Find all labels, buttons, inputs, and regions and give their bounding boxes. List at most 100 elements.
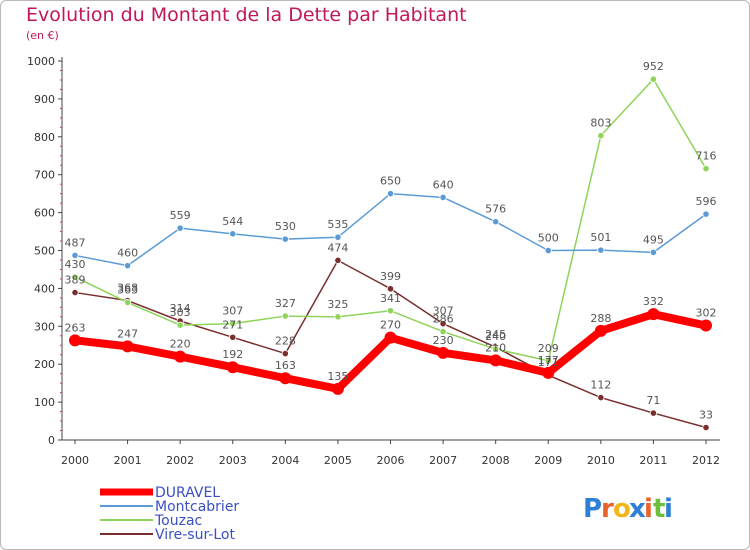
data-point [489, 354, 502, 367]
data-label: 209 [538, 342, 559, 355]
data-point [492, 218, 500, 226]
x-tick-label: 2006 [377, 454, 405, 467]
data-point [700, 319, 712, 332]
data-label: 501 [590, 231, 611, 244]
x-tick-label: 2012 [692, 454, 720, 467]
data-point [229, 230, 237, 238]
data-label: 247 [117, 327, 138, 340]
data-point [492, 345, 500, 353]
data-point [334, 313, 342, 321]
data-point [649, 248, 658, 256]
y-tick-label: 700 [34, 169, 55, 182]
data-label: 325 [327, 298, 348, 311]
logo-letter: r [601, 494, 614, 524]
data-label: 314 [170, 302, 191, 315]
data-point [702, 165, 710, 173]
data-label: 368 [117, 282, 138, 295]
y-tick-label: 800 [34, 131, 55, 144]
y-tick-label: 400 [34, 282, 55, 295]
data-point [174, 350, 187, 363]
proxiti-logo: Pr oxi ti [583, 494, 673, 524]
x-tick-label: 2004 [271, 454, 299, 467]
data-label: 220 [170, 338, 191, 351]
data-point [281, 312, 289, 320]
data-point [281, 235, 289, 243]
y-tick-label: 1000 [27, 55, 55, 68]
data-label: 163 [275, 359, 296, 372]
data-point [226, 361, 239, 374]
data-label: 716 [696, 150, 717, 163]
data-label: 640 [433, 178, 454, 191]
data-point [334, 256, 342, 264]
data-point [123, 262, 132, 270]
data-labels-layer: 263 247 220 192 163 135 270 230 210 177 288 332 302 4… [65, 60, 717, 421]
data-point [279, 372, 292, 385]
data-label: 171 [538, 356, 559, 369]
data-point [597, 132, 605, 140]
legend-label: DURAVEL [155, 485, 220, 501]
data-label: 341 [380, 292, 401, 305]
legend-label: Touzac [154, 513, 202, 529]
data-label: 474 [327, 241, 348, 254]
data-point [702, 423, 710, 432]
legend-label: Montcabrier [155, 499, 239, 515]
data-label: 230 [433, 334, 454, 347]
data-label: 389 [65, 274, 86, 287]
logo-letter: i [664, 494, 673, 524]
data-label: 245 [485, 328, 506, 341]
data-label: 559 [170, 209, 191, 222]
data-point [334, 233, 342, 241]
data-point [229, 320, 237, 328]
data-label: 460 [117, 247, 138, 260]
data-label: 535 [327, 218, 348, 231]
data-point [384, 331, 397, 344]
data-label: 399 [380, 270, 401, 283]
logo-letter: o [613, 494, 631, 524]
data-label: 363 [117, 283, 138, 296]
x-tick-label: 2001 [114, 454, 142, 467]
data-point [542, 366, 555, 379]
data-label: 307 [433, 305, 454, 318]
data-label: 327 [275, 297, 296, 310]
data-point [71, 288, 79, 297]
data-label: 952 [643, 60, 664, 73]
data-point [229, 333, 237, 341]
y-tick-label: 500 [34, 245, 55, 258]
series-layer [69, 75, 712, 432]
data-label: 240 [485, 330, 506, 343]
data-label: 307 [222, 305, 243, 318]
y-tick-label: 900 [34, 93, 55, 106]
x-tick-label: 2010 [587, 454, 615, 467]
data-point [437, 346, 450, 359]
logo-letter: i [644, 494, 653, 524]
data-point [386, 190, 395, 198]
y-tick-label: 600 [34, 207, 55, 220]
data-point [439, 193, 447, 202]
legend-label: Vire-sur-Lot [155, 527, 235, 543]
data-label: 210 [485, 341, 506, 354]
data-point [597, 246, 605, 254]
data-label: 596 [696, 195, 717, 208]
data-label: 270 [380, 319, 401, 332]
data-label: 303 [170, 306, 191, 319]
y-tick-label: 100 [34, 396, 55, 409]
x-tick-label: 2003 [219, 454, 247, 467]
data-label: 177 [538, 354, 559, 367]
data-label: 332 [643, 295, 664, 308]
data-point [71, 273, 79, 281]
data-point [386, 307, 395, 315]
logo-letter: t [653, 494, 665, 524]
data-label: 544 [222, 215, 243, 228]
x-tick-label: 2009 [534, 454, 562, 467]
x-tick-label: 2005 [324, 454, 352, 467]
data-point [176, 321, 184, 329]
data-label: 500 [538, 232, 559, 245]
data-point [176, 224, 184, 232]
data-label: 286 [433, 313, 454, 326]
data-label: 263 [65, 321, 86, 334]
data-label: 302 [696, 307, 717, 320]
data-point [702, 210, 710, 218]
